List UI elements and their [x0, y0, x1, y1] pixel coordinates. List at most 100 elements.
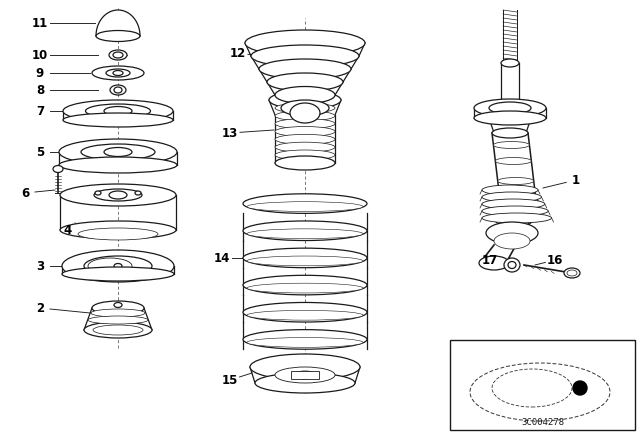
Ellipse shape: [269, 91, 341, 109]
Ellipse shape: [60, 221, 176, 239]
Ellipse shape: [243, 221, 367, 241]
Ellipse shape: [109, 191, 127, 199]
Ellipse shape: [96, 30, 140, 42]
Ellipse shape: [243, 276, 367, 295]
Ellipse shape: [281, 100, 329, 116]
Ellipse shape: [470, 363, 610, 421]
Polygon shape: [96, 10, 140, 36]
Ellipse shape: [62, 267, 174, 281]
Ellipse shape: [275, 126, 335, 137]
Ellipse shape: [275, 111, 335, 121]
Ellipse shape: [498, 177, 534, 185]
Ellipse shape: [259, 59, 351, 79]
Ellipse shape: [275, 103, 335, 113]
Ellipse shape: [88, 258, 132, 274]
Text: 1: 1: [572, 173, 580, 186]
Ellipse shape: [93, 325, 143, 335]
Ellipse shape: [482, 199, 545, 209]
Text: 14: 14: [214, 251, 230, 264]
Ellipse shape: [113, 52, 123, 58]
Ellipse shape: [84, 256, 152, 276]
Text: 15: 15: [222, 374, 238, 387]
Ellipse shape: [482, 206, 548, 216]
Ellipse shape: [474, 111, 546, 125]
Ellipse shape: [486, 222, 538, 244]
Ellipse shape: [501, 59, 519, 67]
Text: 3: 3: [36, 259, 44, 272]
Ellipse shape: [482, 185, 538, 195]
Ellipse shape: [104, 107, 132, 116]
Ellipse shape: [63, 113, 173, 127]
Ellipse shape: [474, 99, 546, 117]
Ellipse shape: [114, 302, 122, 307]
Ellipse shape: [493, 142, 529, 148]
Ellipse shape: [479, 256, 509, 270]
Ellipse shape: [62, 250, 174, 282]
Ellipse shape: [482, 192, 541, 202]
Ellipse shape: [482, 213, 552, 223]
Ellipse shape: [247, 337, 363, 347]
Ellipse shape: [508, 262, 516, 268]
Text: 12: 12: [230, 47, 246, 60]
Ellipse shape: [247, 229, 363, 239]
Text: 16: 16: [547, 254, 563, 267]
Text: 5: 5: [36, 146, 44, 159]
Ellipse shape: [81, 144, 155, 160]
Text: 17: 17: [482, 254, 498, 267]
Ellipse shape: [135, 191, 141, 195]
Ellipse shape: [492, 369, 572, 407]
Text: 8: 8: [36, 83, 44, 96]
Ellipse shape: [267, 73, 343, 91]
Ellipse shape: [489, 185, 539, 228]
Ellipse shape: [92, 66, 144, 80]
Ellipse shape: [504, 258, 520, 272]
Ellipse shape: [243, 302, 367, 322]
Ellipse shape: [114, 87, 122, 93]
Ellipse shape: [59, 157, 177, 173]
Ellipse shape: [250, 354, 360, 380]
Ellipse shape: [247, 256, 363, 266]
Ellipse shape: [91, 309, 145, 317]
Ellipse shape: [53, 165, 63, 172]
Text: 6: 6: [21, 186, 29, 199]
Text: 10: 10: [32, 48, 48, 61]
Text: 7: 7: [36, 104, 44, 117]
Text: 2: 2: [36, 302, 44, 314]
Ellipse shape: [84, 322, 152, 338]
Ellipse shape: [78, 228, 158, 240]
Ellipse shape: [106, 69, 130, 77]
Ellipse shape: [88, 316, 148, 324]
Ellipse shape: [275, 367, 335, 383]
Ellipse shape: [243, 248, 367, 268]
Ellipse shape: [564, 268, 580, 278]
Ellipse shape: [95, 191, 101, 195]
Ellipse shape: [275, 150, 335, 160]
Ellipse shape: [495, 158, 531, 164]
Ellipse shape: [275, 86, 335, 103]
Ellipse shape: [247, 283, 363, 293]
Ellipse shape: [494, 233, 530, 249]
Bar: [291, 371, 319, 379]
Ellipse shape: [492, 128, 528, 138]
Ellipse shape: [245, 30, 365, 56]
Ellipse shape: [489, 102, 531, 114]
Ellipse shape: [92, 301, 144, 315]
Ellipse shape: [247, 310, 363, 320]
Text: 9: 9: [36, 66, 44, 79]
Text: 13: 13: [222, 126, 238, 139]
Ellipse shape: [243, 194, 367, 213]
Ellipse shape: [275, 142, 335, 152]
Ellipse shape: [63, 100, 173, 122]
Ellipse shape: [110, 85, 126, 95]
Ellipse shape: [275, 119, 335, 129]
Text: 11: 11: [32, 17, 48, 30]
Circle shape: [573, 381, 587, 395]
Text: 4: 4: [64, 224, 72, 237]
Ellipse shape: [567, 270, 577, 276]
Ellipse shape: [114, 263, 122, 268]
Ellipse shape: [243, 330, 367, 349]
Ellipse shape: [275, 156, 335, 170]
Ellipse shape: [59, 139, 177, 165]
Ellipse shape: [293, 371, 317, 379]
Ellipse shape: [290, 103, 320, 123]
